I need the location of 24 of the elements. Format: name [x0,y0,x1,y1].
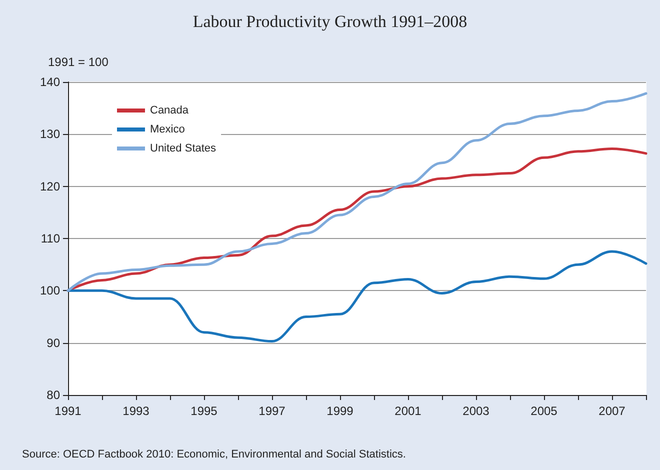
legend-label: Mexico [150,124,185,136]
legend-label: United States [150,142,217,154]
x-tick-label: 1999 [326,404,354,418]
x-tick-label: 2005 [530,404,558,418]
x-tick-label: 1991 [54,404,82,418]
x-tick-label: 1997 [258,404,286,418]
x-tick-label: 1993 [122,404,150,418]
y-axis-title: 1991 = 100 [48,55,109,69]
y-tick-label: 90 [46,336,60,350]
y-tick-label: 100 [40,284,60,298]
x-tick-label: 1995 [190,404,218,418]
chart-title: Labour Productivity Growth 1991–2008 [192,12,468,31]
line-series [66,92,648,292]
y-tick-label: 130 [40,127,60,142]
y-tick-label: 80 [46,388,60,402]
y-tick-label: 140 [40,75,60,89]
x-tick-label: 2001 [394,404,422,418]
y-tick-label: 110 [40,232,60,246]
legend-label: Canada [150,104,190,116]
x-tick-label: 2007 [598,404,626,418]
x-tick-label: 2003 [462,404,490,418]
y-tick-label: 120 [40,179,60,194]
source-note: Source: OECD Factbook 2010: Economic, Environmental and Social Statistics. [22,448,406,460]
line-series [66,250,648,343]
